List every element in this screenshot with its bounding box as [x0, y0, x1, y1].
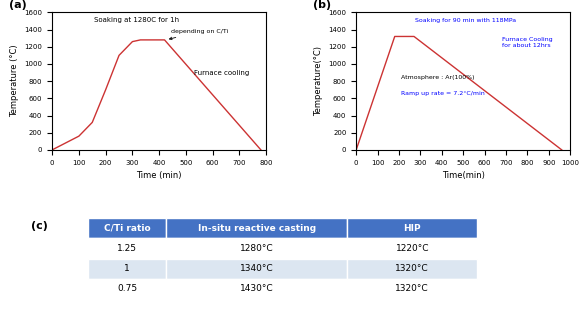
Text: HIP: HIP [404, 224, 421, 233]
Text: 0.75: 0.75 [117, 284, 137, 293]
Y-axis label: Temperature(°C): Temperature(°C) [314, 46, 323, 116]
Text: Soaking for 90 min with 118MPa: Soaking for 90 min with 118MPa [415, 18, 516, 23]
Text: depending on C/Ti: depending on C/Ti [170, 29, 229, 40]
X-axis label: Time(min): Time(min) [442, 171, 485, 180]
Text: Atmosphere : Ar(100%): Atmosphere : Ar(100%) [401, 75, 475, 80]
Bar [347, 218, 477, 238]
Text: 1320°C: 1320°C [395, 264, 429, 273]
Bar [166, 279, 347, 299]
Bar [89, 259, 166, 279]
Text: 1220°C: 1220°C [395, 244, 429, 253]
Text: 1320°C: 1320°C [395, 284, 429, 293]
Text: (a): (a) [9, 0, 27, 10]
Bar [166, 218, 347, 238]
Bar [347, 259, 477, 279]
Bar [89, 238, 166, 259]
Text: In-situ reactive casting: In-situ reactive casting [198, 224, 316, 233]
Text: (c): (c) [31, 221, 48, 231]
Bar [347, 238, 477, 259]
Text: 1430°C: 1430°C [240, 284, 274, 293]
Text: Furnace cooling: Furnace cooling [194, 70, 249, 76]
Text: Furnace Cooling
for about 12hrs: Furnace Cooling for about 12hrs [502, 37, 552, 48]
Text: C/Ti ratio: C/Ti ratio [104, 224, 151, 233]
Text: 1.25: 1.25 [118, 244, 137, 253]
Text: 1: 1 [124, 264, 130, 273]
Text: 1340°C: 1340°C [240, 264, 274, 273]
Text: (b): (b) [313, 0, 332, 10]
Text: 1280°C: 1280°C [240, 244, 274, 253]
Bar [89, 218, 166, 238]
Y-axis label: Temperature (°C): Temperature (°C) [10, 45, 19, 117]
Text: Soaking at 1280C for 1h: Soaking at 1280C for 1h [94, 17, 179, 23]
Bar [166, 259, 347, 279]
Bar [166, 238, 347, 259]
X-axis label: Time (min): Time (min) [137, 171, 182, 180]
Bar [89, 279, 166, 299]
Text: Ramp up rate = 7.2°C/min: Ramp up rate = 7.2°C/min [401, 91, 485, 96]
Bar [347, 279, 477, 299]
